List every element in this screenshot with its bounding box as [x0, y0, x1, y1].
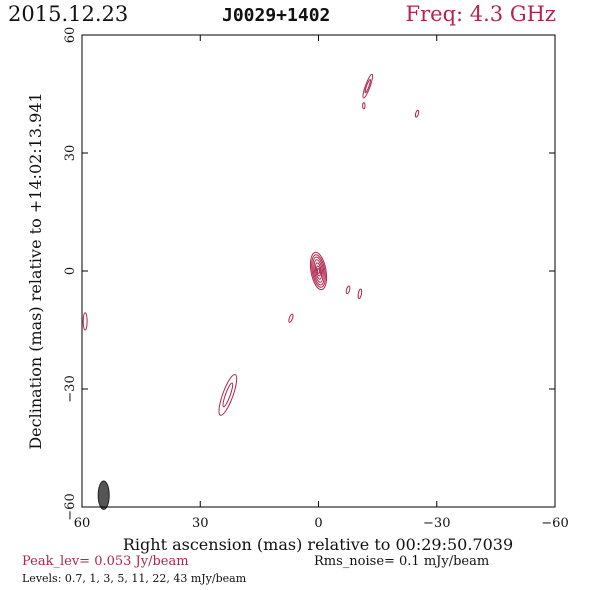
- x-tick-label: 60: [74, 516, 91, 531]
- y-axis-label: Declination (mas) relative to +14:02:13.…: [26, 92, 45, 449]
- contour-core: [316, 268, 321, 274]
- contour-core: [316, 265, 321, 277]
- contours: [82, 73, 420, 510]
- contour-jet-ne-1: [362, 73, 374, 99]
- x-tick-label: 30: [192, 516, 209, 531]
- x-tick-label: −60: [541, 516, 568, 531]
- beam-ellipse: [97, 480, 110, 510]
- y-tick-label: −30: [63, 375, 78, 402]
- x-axis-label: Right ascension (mas) relative to 00:29:…: [123, 535, 513, 554]
- contour-core: [313, 259, 324, 283]
- contour-core: [309, 251, 328, 291]
- contour-levels: Levels: 0.7, 1, 3, 5, 11, 22, 43 mJy/bea…: [22, 572, 247, 585]
- contour-core: [314, 262, 323, 280]
- contour-core: [311, 254, 326, 288]
- contour-jet-ne-3: [414, 109, 420, 118]
- contour-blob-e-2: [357, 288, 363, 299]
- contour-blob-e-1: [345, 285, 351, 295]
- observation-date: 2015.12.23: [8, 2, 129, 26]
- contour-jet-sw: [222, 382, 234, 408]
- x-tick-label: −30: [423, 516, 450, 531]
- contour-jet-sw: [218, 373, 238, 416]
- contour-edge-blob: [82, 312, 88, 331]
- plot-frame: [81, 34, 556, 508]
- peak-level: Peak_lev= 0.053 Jy/beam: [22, 554, 189, 569]
- contour-jet-ne-2: [362, 102, 366, 110]
- frequency-label: Freq: 4.3 GHz: [405, 2, 556, 26]
- source-name: J0029+1402: [222, 5, 331, 26]
- contour-core: [312, 256, 325, 286]
- contour-blob-w-1: [288, 313, 294, 323]
- y-tick-label: 60: [63, 27, 78, 44]
- y-tick-label: 30: [63, 145, 78, 162]
- y-tick-label: 0: [63, 267, 78, 275]
- y-tick-label: −60: [63, 493, 78, 520]
- rms-noise: Rms_noise= 0.1 mJy/beam: [314, 554, 490, 569]
- contour-jet-ne-1: [364, 78, 371, 94]
- x-tick-label: 0: [314, 516, 322, 531]
